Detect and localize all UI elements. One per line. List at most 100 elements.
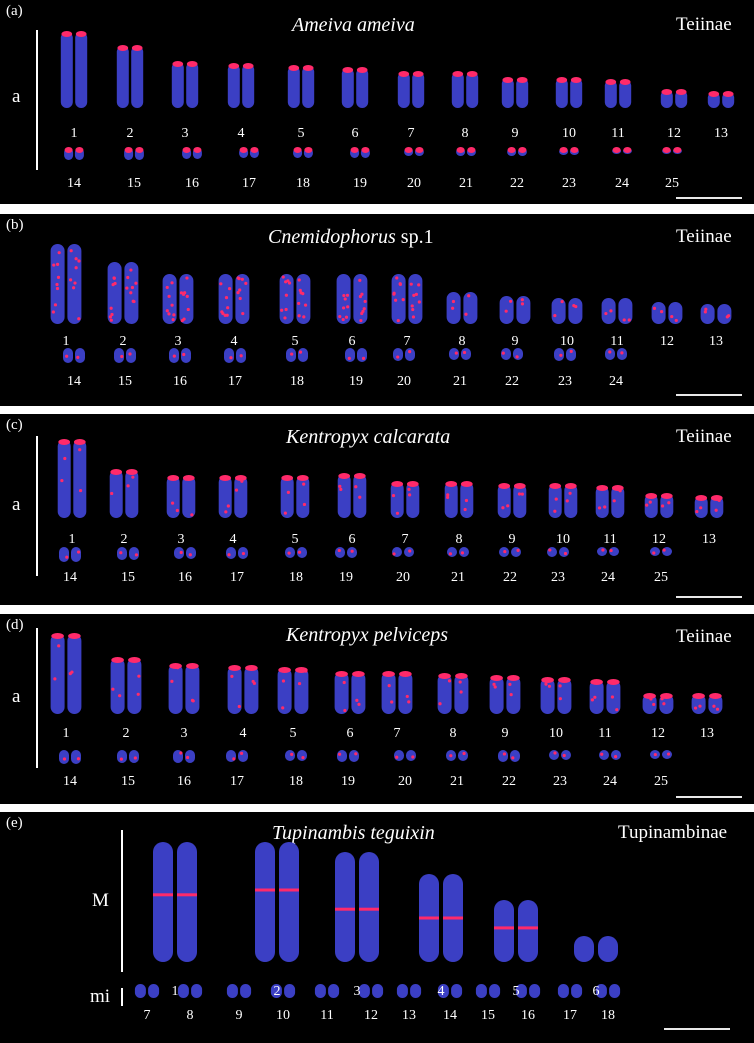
signal-dot xyxy=(703,310,707,314)
chromosome-pair xyxy=(227,665,259,714)
chromosome-number: 10 xyxy=(560,334,574,349)
signal-dot xyxy=(74,257,78,261)
side-label: a xyxy=(12,686,21,707)
chromosome xyxy=(547,547,557,557)
signal-dot xyxy=(230,674,234,678)
panel-a: (a) Ameiva ameiva Teiinae a 1 2 3 4 5 6 7 8 9 10 1… xyxy=(0,0,754,204)
chromosome-number: 22 xyxy=(503,570,517,585)
telomere-signal xyxy=(438,673,451,679)
signal-dot xyxy=(304,669,308,673)
chromosome-number: 1 xyxy=(62,726,70,741)
chromosome-number: 11 xyxy=(598,726,612,741)
signal-dot xyxy=(354,485,358,489)
chromosome-pair xyxy=(394,750,416,761)
telomere-signal xyxy=(662,147,671,153)
signal-dot xyxy=(303,303,308,307)
chromosome-number: 2 xyxy=(122,726,130,741)
signal-dot xyxy=(712,704,716,708)
signal-dot xyxy=(240,277,244,281)
species-name: Tupinambis teguixin xyxy=(272,822,435,844)
chromosome xyxy=(489,984,501,998)
signal-dot xyxy=(417,283,421,287)
chromosome-number: 6 xyxy=(348,532,356,547)
signal-dot xyxy=(572,304,576,308)
signal-dot xyxy=(68,672,72,676)
telomere-signal xyxy=(250,147,259,153)
signal-dot xyxy=(302,315,306,319)
chromosome xyxy=(564,484,578,518)
signal-dot xyxy=(408,549,412,553)
signal-dot xyxy=(451,306,455,310)
chromosome-pair xyxy=(456,147,476,156)
chromosome-pair xyxy=(59,750,81,764)
chromosome-pair xyxy=(64,147,84,160)
chromosome-pair xyxy=(287,65,315,108)
signal-dot xyxy=(674,318,678,323)
chromosome-pair xyxy=(651,302,683,324)
signal-dot xyxy=(227,287,232,291)
telomere-signal xyxy=(75,147,84,153)
signal-dot xyxy=(170,501,175,505)
chromosome-pair xyxy=(391,274,423,324)
chromosome-number: 13 xyxy=(709,334,723,349)
telomere-signal xyxy=(406,481,419,487)
signal-dot xyxy=(301,291,305,296)
chromosome xyxy=(595,984,607,998)
signal-dot xyxy=(459,690,463,694)
species-name: Kentropyx calcarata xyxy=(286,426,451,448)
signal-dot xyxy=(568,491,572,495)
chromosome-number: 2 xyxy=(273,984,281,999)
chromosome xyxy=(359,852,379,962)
chromosome-number: 9 xyxy=(508,532,516,547)
chromosome-pair xyxy=(642,693,674,714)
chromosome-number: 25 xyxy=(654,570,668,585)
signal-dot xyxy=(297,278,301,282)
chromosome-number: 8 xyxy=(461,126,469,141)
chromosome-pair xyxy=(50,633,82,714)
signal-dot xyxy=(284,280,288,284)
chromosome-number: 9 xyxy=(235,1008,243,1023)
signal-dot xyxy=(699,506,703,510)
chromosome xyxy=(604,80,617,108)
chromosome-pair xyxy=(404,147,424,156)
signal-dot xyxy=(180,318,184,323)
signal-dot xyxy=(660,309,664,314)
chromosome-pair xyxy=(350,147,370,158)
chromosome xyxy=(356,68,369,108)
signal-dot xyxy=(357,702,361,706)
signal-dot xyxy=(298,288,302,292)
chromosome-pair xyxy=(499,296,531,324)
chromosome-pair xyxy=(393,348,415,361)
signal-dot xyxy=(396,355,400,359)
signal-dot xyxy=(603,505,607,509)
signal-dot xyxy=(170,303,174,307)
signal-dot xyxy=(670,314,674,319)
signal-dot xyxy=(172,313,176,317)
telomere-signal xyxy=(350,147,359,153)
chromosome-number: 24 xyxy=(603,774,617,789)
chromosome xyxy=(71,750,81,764)
chromosome xyxy=(557,678,572,714)
telomere-signal xyxy=(541,677,554,683)
signal-dot xyxy=(622,318,626,322)
signal-dot xyxy=(344,315,349,319)
signal-dot xyxy=(338,484,342,488)
side-bar xyxy=(36,436,38,576)
telomere-signal xyxy=(193,147,202,153)
telomere-signal xyxy=(507,675,520,681)
chromosome xyxy=(598,936,618,962)
chromosome-number: 14 xyxy=(63,570,77,585)
chromosome xyxy=(644,494,658,518)
signal-dot xyxy=(120,354,124,359)
chromosome-pair xyxy=(644,493,674,518)
telomere-signal xyxy=(288,65,300,71)
signal-dot xyxy=(395,755,399,759)
chromosome xyxy=(287,66,300,108)
signal-dot xyxy=(342,680,346,685)
chromosome-pair xyxy=(451,71,479,108)
signal-dot xyxy=(297,550,302,554)
chromosome xyxy=(601,298,616,324)
signal-dot xyxy=(65,354,69,358)
signal-dot xyxy=(236,276,240,280)
